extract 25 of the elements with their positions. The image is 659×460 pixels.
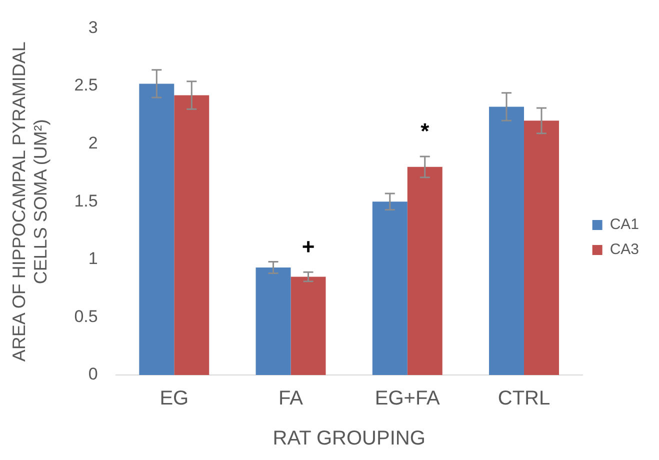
annotation: + <box>302 234 315 260</box>
y-tick-label: 3 <box>88 18 98 37</box>
y-tick-label: 2.5 <box>74 76 98 95</box>
bar <box>139 84 174 375</box>
legend-label: CA3 <box>610 241 640 258</box>
bar <box>489 106 524 375</box>
y-tick-label: 1 <box>88 249 98 268</box>
bar <box>290 276 326 375</box>
bar <box>174 95 210 375</box>
x-tick-label: EG <box>160 388 189 410</box>
x-tick-label: EG+FA <box>374 388 441 410</box>
y-tick-label: 0.5 <box>74 306 98 326</box>
bar <box>372 202 408 375</box>
legend-label: CA1 <box>610 216 640 234</box>
bar <box>256 267 291 375</box>
annotation: * <box>420 118 430 144</box>
bar <box>407 166 442 375</box>
y-tick-label: 1.5 <box>74 191 98 210</box>
bar <box>524 120 559 375</box>
x-tick-label: FA <box>278 388 304 410</box>
y-tick-label: 2 <box>88 133 98 152</box>
y-axis-title: AREA OF HIPPOCAMPAL PYRAMIDAL CELLS SOMA (UM²) <box>8 42 50 362</box>
x-tick-label: CTRL <box>498 388 550 410</box>
y-tick-label: 0 <box>88 364 98 384</box>
x-axis-title: RAT GROUPING <box>272 428 426 450</box>
